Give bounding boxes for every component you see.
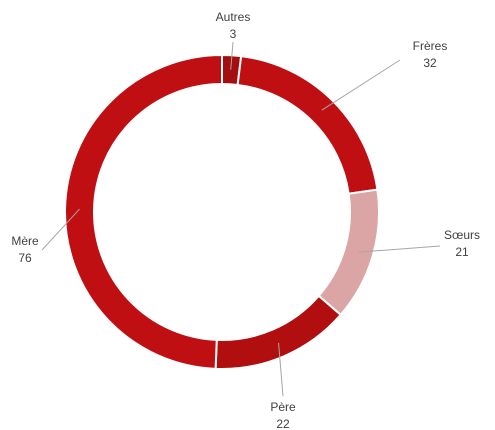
leader-line (321, 59, 401, 111)
data-label-value: 76 (18, 251, 32, 265)
data-label-name: Mère (11, 234, 39, 248)
leader-line (278, 342, 284, 397)
leader-line (41, 208, 80, 251)
data-label-name: Père (270, 400, 296, 414)
donut-segment (64, 53, 223, 370)
data-label-value: 32 (423, 56, 437, 70)
donut-segment (214, 294, 343, 370)
leader-line (358, 245, 441, 253)
data-label-value: 3 (230, 27, 237, 41)
data-label-name: Frères (413, 39, 448, 53)
donut-segment (317, 188, 380, 317)
data-label-name: Autres (216, 10, 251, 24)
data-label-name: Sœurs (444, 228, 480, 242)
data-label-value: 22 (276, 417, 290, 430)
donut-segment (236, 55, 379, 195)
leader-line (230, 41, 234, 70)
data-label-value: 21 (455, 245, 469, 259)
